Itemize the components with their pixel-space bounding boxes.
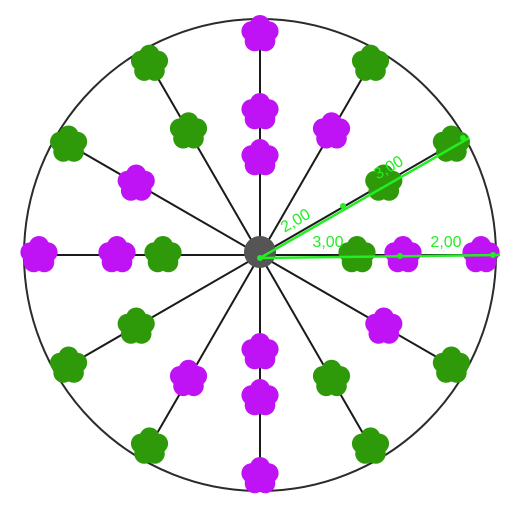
spoke-line [143,53,261,256]
spoke-line [58,138,261,256]
spoke-line [259,254,377,457]
magenta-flower-icon [241,457,279,494]
spoke-line [58,254,261,372]
magenta-flower-icon [365,307,403,344]
magenta-flower-icon [241,15,279,52]
dimension-line-diagonal [259,136,470,260]
magenta-flower-icon [98,236,136,273]
dimension-label-horiz-outer: 2,00 [430,234,461,251]
green-flower-icon [338,236,376,273]
green-flower-icon [351,44,390,81]
magenta-flower-icon [312,112,351,149]
green-flower-icon [312,359,351,397]
green-flower-icon [130,44,169,81]
dimension-tick [397,253,403,259]
dimension-tick [257,255,263,261]
spoke-line [259,254,462,372]
magenta-flower-icon [241,93,279,130]
magenta-flower-icon [117,164,155,201]
spoke-line [259,138,462,256]
magenta-flower-icon [169,359,208,397]
green-flower-icon [50,346,88,383]
spoke-line [259,53,377,256]
green-flower-icon [130,427,169,464]
green-flower-icon [144,236,182,273]
magenta-flower-icon [241,333,279,370]
center-hub [244,236,276,268]
green-flower-icon [50,125,88,162]
dimension-label-horiz-inner: 3,00 [312,234,343,251]
magenta-flower-icon [384,236,422,273]
spoke-line [143,254,261,457]
dimension-tick [340,203,346,209]
green-flower-icon [351,427,390,464]
green-flower-icon [169,112,208,149]
magenta-flower-icon [241,139,279,176]
green-flower-icon [432,346,470,383]
dimension-line-horizontal [259,253,501,260]
dimension-tick [490,252,496,258]
dimension-tick [460,135,466,141]
magenta-flower-icon [241,379,279,416]
magenta-flower-icon [20,236,58,273]
green-flower-icon [117,307,155,344]
